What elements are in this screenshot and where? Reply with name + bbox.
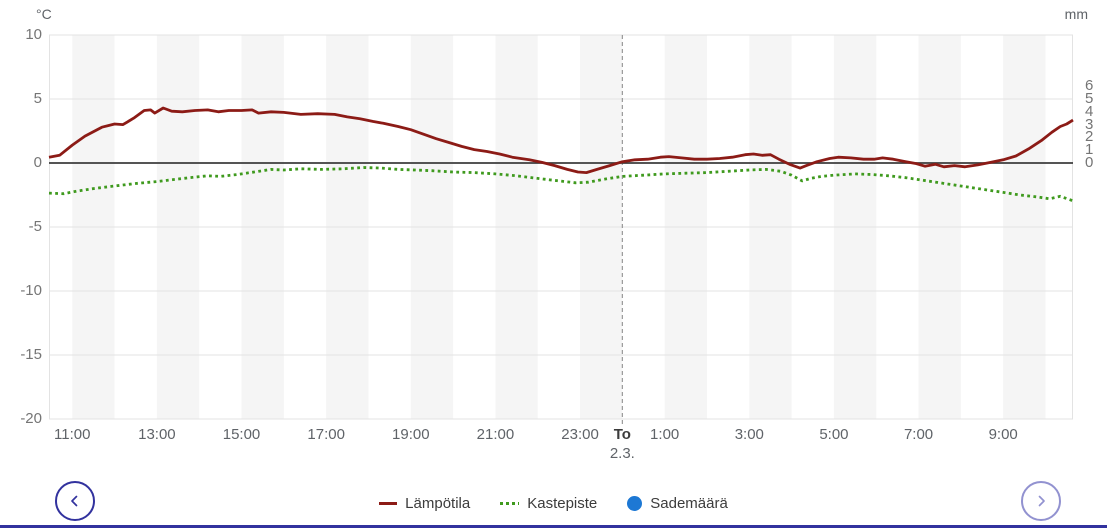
- legend-item: Sademäärä: [627, 495, 728, 512]
- temperature-line: [48, 106, 1074, 175]
- x-tick-time: 21:00: [476, 426, 515, 443]
- legend-label: Sademäärä: [650, 495, 728, 512]
- x-tick-time: 11:00: [54, 426, 91, 443]
- right-axis-tick: 2: [1085, 128, 1094, 146]
- x-tick-time: 23:00: [561, 426, 599, 443]
- right-axis-unit-label: mm: [1064, 6, 1088, 22]
- x-tick-time: 15:00: [222, 426, 261, 443]
- chevron-right-icon: [1034, 494, 1048, 508]
- x-tick-time: 17:00: [307, 426, 345, 443]
- dewpoint-line: [48, 166, 1074, 203]
- left-axis-tick: -5: [28, 218, 42, 235]
- x-tick-time: 3:00: [734, 426, 764, 443]
- dotted-line-swatch-icon: [500, 502, 520, 505]
- x-tick-time: 13:00: [138, 426, 176, 443]
- prev-period-button[interactable]: [55, 481, 95, 521]
- circle-swatch-icon: [627, 496, 643, 511]
- left-axis-tick: -20: [20, 410, 42, 427]
- right-axis-tick: 6: [1085, 77, 1094, 95]
- right-axis-tick: 3: [1085, 115, 1094, 133]
- x-tick-time: 5:00: [819, 426, 849, 443]
- next-period-button[interactable]: [1021, 481, 1061, 521]
- right-axis-tick: 4: [1085, 102, 1094, 120]
- plot-area[interactable]: [48, 34, 1074, 426]
- right-axis-tick: 5: [1085, 90, 1094, 107]
- left-axis-tick: 10: [25, 26, 42, 43]
- right-axis-tick: 0: [1085, 154, 1094, 171]
- right-axis-tick: 1: [1085, 141, 1094, 159]
- left-axis-unit-label: °C: [36, 6, 52, 22]
- left-axis-tick: 0: [33, 154, 42, 171]
- left-axis-tick: -15: [20, 346, 42, 363]
- x-tick-time: 9:00: [988, 426, 1018, 443]
- left-axis-tick: 5: [33, 90, 42, 107]
- left-axis-tick: -10: [20, 282, 42, 299]
- x-tick-day-change: To 2.3.: [609, 426, 635, 462]
- bottom-divider: [0, 525, 1107, 528]
- legend: Lämpötila Kastepiste Sademäärä: [0, 495, 1107, 512]
- legend-label: Lämpötila: [405, 495, 471, 512]
- x-tick-time: 7:00: [903, 426, 934, 443]
- legend-item: Lämpötila: [379, 495, 470, 512]
- legend-label: Kastepiste: [527, 495, 598, 512]
- line-swatch-icon: [379, 502, 398, 505]
- x-tick-time: 1:00: [650, 426, 680, 443]
- chevron-left-icon: [68, 494, 82, 508]
- legend-item: Kastepiste: [500, 495, 597, 512]
- chart-canvas[interactable]: [48, 34, 1074, 426]
- x-tick-time: 19:00: [392, 426, 430, 443]
